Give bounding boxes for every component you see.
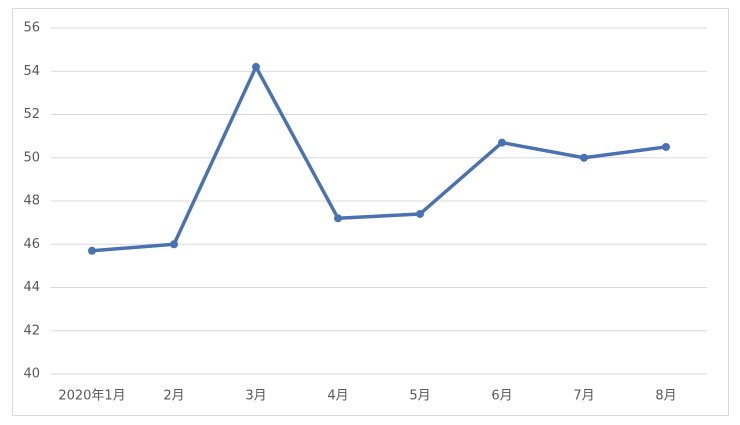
y-tick-label: 48	[23, 194, 40, 209]
data-point	[88, 246, 96, 255]
data-point	[334, 214, 342, 223]
chart-frame	[12, 8, 729, 416]
data-point	[416, 209, 424, 218]
data-point	[662, 142, 670, 151]
x-tick-label: 7月	[573, 389, 594, 404]
y-tick-label: 56	[23, 21, 40, 36]
x-tick-label: 8月	[655, 389, 676, 404]
x-tick-label: 6月	[491, 389, 512, 404]
y-tick-label: 42	[23, 323, 40, 338]
x-tick-label: 2020年1月	[58, 389, 125, 404]
y-tick-label: 52	[23, 107, 40, 122]
x-tick-label: 3月	[245, 389, 266, 404]
data-point	[580, 153, 588, 162]
y-tick-label: 54	[23, 64, 40, 79]
x-tick-label: 5月	[409, 389, 430, 404]
x-tick-label: 4月	[327, 389, 348, 404]
y-tick-label: 46	[23, 237, 40, 252]
y-tick-label: 44	[23, 280, 40, 295]
data-point	[252, 62, 260, 71]
data-point	[498, 138, 506, 147]
y-tick-label: 50	[23, 150, 40, 165]
x-tick-label: 2月	[163, 389, 184, 404]
data-point	[170, 240, 178, 249]
data-line	[91, 65, 667, 253]
y-tick-label: 40	[23, 367, 40, 382]
